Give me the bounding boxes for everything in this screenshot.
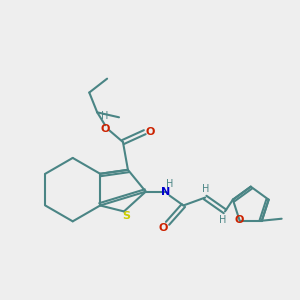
- Text: O: O: [234, 215, 243, 225]
- Text: H: H: [166, 179, 173, 189]
- Text: S: S: [122, 212, 130, 221]
- Text: H: H: [219, 215, 227, 225]
- Text: N: N: [161, 187, 170, 196]
- Text: O: O: [100, 124, 110, 134]
- Text: O: O: [159, 223, 168, 233]
- Text: O: O: [145, 127, 154, 137]
- Text: H: H: [202, 184, 209, 194]
- Text: H: H: [101, 111, 109, 121]
